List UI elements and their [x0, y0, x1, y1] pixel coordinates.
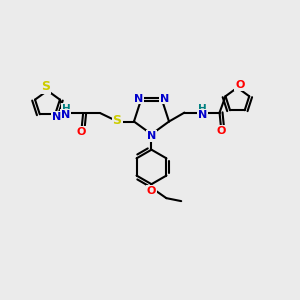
Text: O: O	[147, 186, 156, 196]
Text: O: O	[216, 126, 226, 136]
Text: O: O	[77, 127, 86, 137]
Text: N: N	[52, 112, 61, 122]
Text: N: N	[147, 131, 156, 141]
Text: H: H	[61, 104, 70, 114]
Text: N: N	[134, 94, 143, 103]
Text: N: N	[160, 94, 169, 103]
Text: N: N	[198, 110, 207, 120]
Text: N: N	[61, 110, 70, 120]
Text: S: S	[112, 114, 122, 128]
Text: O: O	[235, 80, 244, 90]
Text: S: S	[41, 80, 50, 93]
Text: H: H	[198, 104, 207, 114]
